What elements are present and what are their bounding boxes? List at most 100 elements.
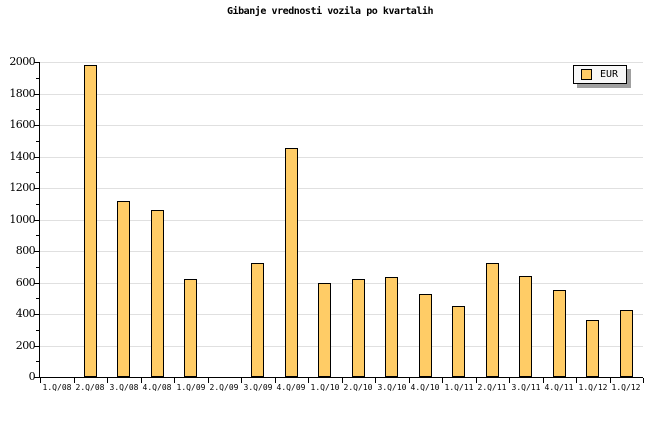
x-axis-tick — [275, 378, 276, 383]
y-axis-tick — [34, 62, 39, 63]
x-axis-tick — [643, 378, 644, 383]
x-axis-label: 2.Q/10 — [343, 383, 373, 392]
y-axis-tick — [34, 314, 39, 315]
x-axis-tick — [509, 378, 510, 383]
x-axis-label: 3.Q/09 — [243, 383, 273, 392]
bar — [519, 276, 532, 377]
y-axis-line — [39, 62, 40, 378]
gridline — [40, 156, 643, 158]
x-axis-tick — [375, 378, 376, 383]
x-axis-label: 1.Q/11 — [444, 383, 474, 392]
x-axis-label: 1.Q/10 — [310, 383, 340, 392]
x-axis-tick — [141, 378, 142, 383]
bar — [452, 306, 465, 377]
bar — [117, 200, 130, 377]
gridline — [40, 93, 643, 95]
bar — [318, 282, 331, 377]
bar — [620, 310, 633, 377]
x-axis-label: 3.Q/11 — [511, 383, 541, 392]
gridline — [40, 251, 643, 252]
bar — [486, 262, 499, 377]
x-axis-label: 1.Q/09 — [176, 383, 206, 392]
x-axis-tick — [543, 378, 544, 383]
bar — [586, 319, 599, 377]
x-axis-tick — [241, 378, 242, 383]
y-axis-tick — [34, 93, 39, 95]
x-axis-tick — [74, 378, 75, 383]
y-axis-tick — [34, 282, 39, 284]
y-axis-tick — [36, 266, 39, 268]
chart-title: Gibanje vrednosti vozila po kvartalih — [226, 6, 434, 17]
y-axis-tick — [34, 156, 39, 158]
y-axis-tick-label: 0 — [28, 370, 36, 383]
x-axis-label: 2.Q/08 — [75, 383, 105, 392]
legend-label: EUR — [600, 69, 619, 80]
y-axis-tick — [36, 298, 39, 300]
x-axis-label: 3.Q/08 — [109, 383, 139, 392]
y-axis-tick — [36, 203, 39, 205]
y-axis-tick — [36, 77, 39, 79]
bar — [151, 210, 164, 377]
x-axis-label: 2.Q/09 — [209, 383, 239, 392]
x-axis-tick — [476, 378, 477, 383]
bar — [251, 262, 264, 377]
gridline — [40, 314, 643, 315]
y-axis-tick-label: 1800 — [9, 86, 35, 100]
y-axis-tick-label: 800 — [15, 244, 36, 257]
gridline — [40, 62, 643, 63]
bar — [84, 65, 97, 377]
x-axis-label: 4.Q/11 — [544, 383, 574, 392]
y-axis-tick — [34, 219, 39, 221]
y-axis-tick — [36, 109, 39, 111]
gridline — [40, 188, 643, 189]
legend-swatch-icon — [581, 69, 592, 80]
y-axis-tick — [34, 251, 39, 252]
gridline — [40, 125, 643, 126]
x-axis-label: 4.Q/08 — [142, 383, 172, 392]
y-axis-tick — [36, 329, 39, 331]
bar — [352, 279, 365, 377]
x-axis-label: 1.Q/12 — [611, 383, 641, 392]
bar — [385, 276, 398, 377]
bar — [285, 147, 298, 377]
y-axis-tick — [36, 140, 39, 142]
bar — [184, 278, 197, 377]
x-axis-tick — [40, 378, 41, 383]
x-axis-label: 3.Q/10 — [377, 383, 407, 392]
y-axis-tick — [36, 235, 39, 237]
x-axis-tick — [174, 378, 175, 383]
x-axis-tick — [342, 378, 343, 383]
x-axis-label: 2.Q/11 — [477, 383, 507, 392]
x-axis-tick — [610, 378, 611, 383]
x-axis-tick — [208, 378, 209, 383]
x-axis-tick — [409, 378, 410, 383]
y-axis-tick-label: 200 — [15, 338, 36, 352]
x-axis-tick — [308, 378, 309, 383]
y-axis-tick — [34, 125, 39, 126]
y-axis-tick-label: 1200 — [9, 181, 35, 194]
gridline — [40, 282, 643, 284]
y-axis-tick — [36, 172, 39, 174]
y-axis-tick-label: 2000 — [9, 55, 35, 68]
y-axis-tick — [36, 361, 39, 363]
bar — [419, 294, 432, 377]
x-axis-label: 1.Q/08 — [42, 383, 72, 392]
x-axis-tick — [576, 378, 577, 383]
y-axis-tick-label: 1600 — [9, 118, 35, 131]
bar — [553, 289, 566, 377]
x-axis-tick — [442, 378, 443, 383]
legend: EUR — [573, 65, 627, 84]
y-axis-tick-label: 400 — [15, 307, 36, 320]
gridline — [40, 345, 643, 347]
y-axis-tick — [34, 188, 39, 189]
plot-area — [40, 62, 643, 377]
y-axis-tick-label: 1000 — [9, 212, 35, 226]
x-axis-label: 4.Q/09 — [276, 383, 306, 392]
x-axis-tick — [107, 378, 108, 383]
x-axis-label: 1.Q/12 — [578, 383, 608, 392]
x-axis-label: 4.Q/10 — [410, 383, 440, 392]
gridline — [40, 219, 643, 221]
y-axis-tick-label: 600 — [15, 275, 36, 289]
y-axis-tick — [34, 377, 39, 378]
